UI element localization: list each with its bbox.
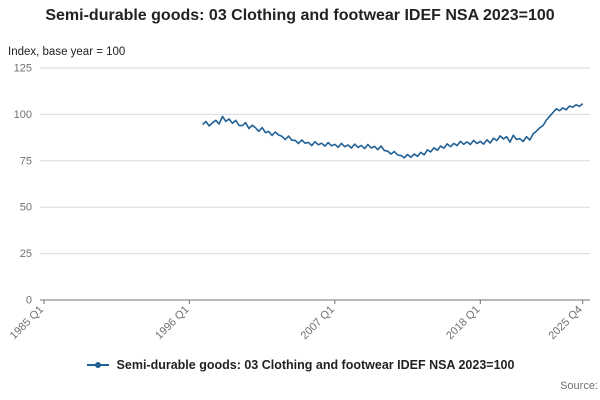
legend[interactable]: Semi-durable goods: 03 Clothing and foot… <box>0 358 600 372</box>
svg-text:25: 25 <box>20 248 32 260</box>
y-axis-unit-label: Index, base year = 100 <box>8 46 126 58</box>
svg-text:50: 50 <box>20 202 32 214</box>
legend-line-icon <box>86 362 109 368</box>
svg-text:75: 75 <box>20 155 32 167</box>
legend-label: Semi-durable goods: 03 Clothing and foot… <box>116 358 515 372</box>
svg-text:1996 Q1: 1996 Q1 <box>153 304 191 342</box>
line-chart: 0 25 50 75 100 125 1985 Q1 1996 Q1 2007 Q1 2018 Q… <box>8 63 590 342</box>
svg-text:2007 Q1: 2007 Q1 <box>299 304 337 342</box>
svg-text:2025 Q4: 2025 Q4 <box>546 304 584 342</box>
svg-text:125: 125 <box>14 63 32 75</box>
svg-text:2018 Q1: 2018 Q1 <box>444 304 482 342</box>
svg-text:1985 Q1: 1985 Q1 <box>8 304 46 342</box>
svg-text:0: 0 <box>26 295 32 307</box>
chart-title: Semi-durable goods: 03 Clothing and foot… <box>45 7 555 24</box>
source-label: Source: <box>560 380 598 392</box>
svg-text:100: 100 <box>14 109 32 121</box>
